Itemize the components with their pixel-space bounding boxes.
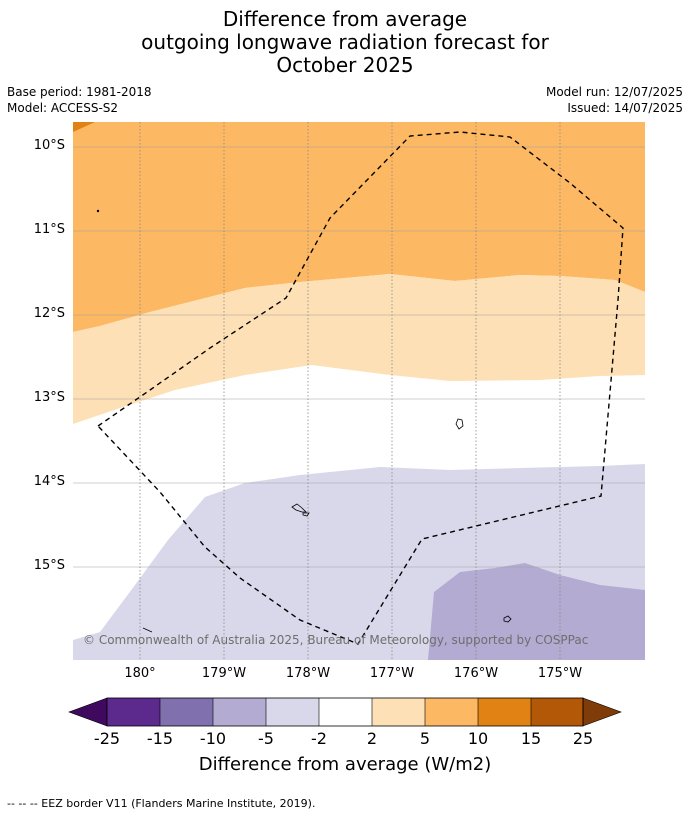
island-swains	[455, 418, 464, 430]
title-line-2: outgoing longwave radiation forecast for	[141, 30, 549, 54]
meridian-lines	[139, 122, 561, 660]
model-name: Model: ACCESS-S2	[7, 101, 119, 115]
base-period: Base period: 1981-2018	[7, 85, 152, 99]
lon-label-179w: 179°W	[201, 666, 247, 681]
lon-label-180: 180°	[124, 666, 156, 681]
lat-label-14s: 14°S	[33, 474, 65, 489]
colorbar-box-6	[372, 698, 425, 726]
colorbar-right-arrow	[582, 697, 622, 727]
colorbar-box-4	[266, 698, 319, 726]
lat-label-15s: 15°S	[33, 558, 65, 573]
map-title: Difference from average outgoing longwav…	[0, 8, 690, 77]
colorbar-box-7	[425, 698, 478, 726]
colorbar-tick: -15	[146, 729, 174, 748]
colorbar-tick: 5	[419, 729, 431, 748]
lon-label-175w: 175°W	[537, 666, 583, 681]
islands	[96, 209, 512, 633]
colorbar-outline	[106, 697, 584, 727]
island-atafu	[291, 503, 307, 513]
model-run: Model run: 12/07/2025	[545, 85, 683, 99]
model-run-info: Model run: 12/07/2025 Issued: 14/07/2025	[546, 84, 683, 116]
eez-border	[96, 131, 624, 645]
eez-footer-note: -- -- -- EEZ border V11 (Flanders Marine…	[7, 797, 316, 810]
colorbar-box-5	[319, 698, 372, 726]
purple-region	[428, 563, 645, 660]
colorbar-tick: -25	[93, 729, 121, 748]
colorbar-tick: 15	[520, 729, 542, 748]
lon-label-176w: 176°W	[453, 666, 499, 681]
island-dot	[96, 209, 100, 213]
colorbar-label: Difference from average (W/m2)	[198, 754, 492, 775]
lat-label-10s: 10°S	[33, 138, 65, 153]
colorbar-box-9	[531, 698, 583, 726]
light-orange-region	[73, 274, 645, 424]
colorbar-box-1	[107, 698, 160, 726]
lon-label-178w: 178°W	[285, 666, 331, 681]
issued-date: Issued: 14/07/2025	[567, 101, 683, 115]
colorbar-left-arrow	[68, 697, 108, 727]
dark-orange-patch	[73, 122, 95, 132]
colorbar-box-8	[478, 698, 531, 726]
colorbar-tick: -2	[311, 729, 327, 748]
colorbar-dividers	[159, 698, 532, 726]
colorbar-box-2	[160, 698, 213, 726]
colorbar-tick: -10	[199, 729, 227, 748]
title-line-3: October 2025	[276, 53, 414, 77]
lat-label-11s: 11°S	[33, 222, 65, 237]
lon-label-177w: 177°W	[369, 666, 415, 681]
title-line-1: Difference from average	[222, 7, 468, 31]
anomaly-field	[73, 122, 645, 660]
copyright-watermark: © Commonwealth of Australia 2025, Bureau…	[83, 633, 589, 647]
grid-lines	[73, 146, 645, 568]
colorbar-tick: 2	[366, 729, 378, 748]
island-small	[302, 512, 310, 517]
island-west	[142, 627, 153, 633]
lat-label-12s: 12°S	[33, 306, 65, 321]
colorbar-tick: 25	[572, 729, 594, 748]
colorbar-tick: 10	[467, 729, 489, 748]
colorbar-box-3	[213, 698, 266, 726]
island-fakaofo	[503, 615, 512, 623]
colorbar-tick: -5	[258, 729, 274, 748]
base-period-info: Base period: 1981-2018 Model: ACCESS-S2	[7, 84, 152, 116]
orange-region	[73, 122, 645, 332]
colorbar	[68, 697, 622, 727]
lat-label-13s: 13°S	[33, 390, 65, 405]
